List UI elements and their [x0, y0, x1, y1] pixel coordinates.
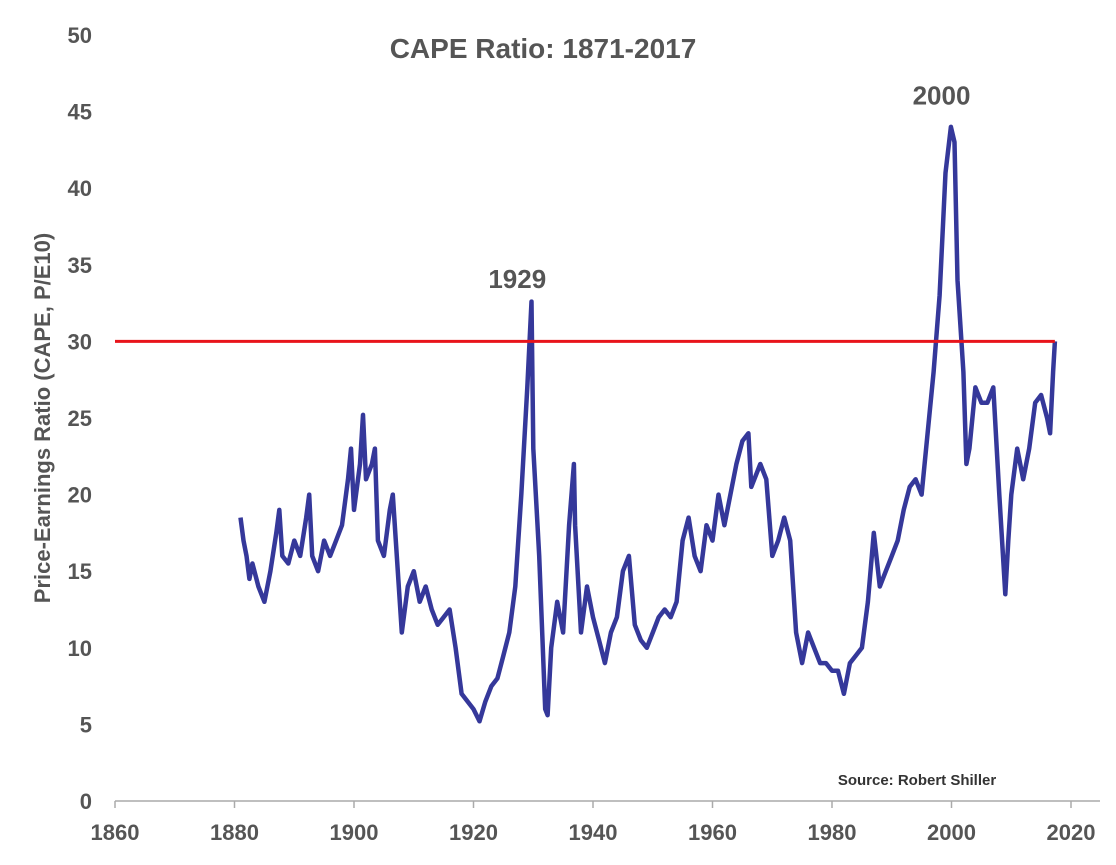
y-tick-label: 45 [68, 100, 92, 125]
annotation-label: 1929 [488, 264, 546, 294]
x-tick-label: 2020 [1047, 820, 1096, 845]
y-axis-label: Price-Earnings Ratio (CAPE, P/E10) [30, 233, 55, 603]
cape-series-line [238, 124, 1058, 724]
y-tick-label: 0 [80, 789, 92, 814]
y-tick-label: 50 [68, 23, 92, 48]
annotation-label: 2000 [913, 80, 971, 110]
y-tick-label: 40 [68, 176, 92, 201]
x-tick-label: 1980 [808, 820, 857, 845]
y-tick-label: 15 [68, 559, 92, 584]
x-tick-label: 1940 [569, 820, 618, 845]
chart-title: CAPE Ratio: 1871-2017 [390, 33, 697, 64]
x-tick-label: 1880 [210, 820, 259, 845]
x-tick-label: 1960 [688, 820, 737, 845]
y-tick-label: 35 [68, 253, 92, 278]
x-tick-label: 1900 [330, 820, 379, 845]
x-tick-label: 1860 [91, 820, 140, 845]
y-tick-label: 5 [80, 712, 92, 737]
x-tick-label: 1920 [449, 820, 498, 845]
y-tick-label: 25 [68, 406, 92, 431]
x-tick-label: 2000 [927, 820, 976, 845]
y-tick-label: 30 [68, 329, 92, 354]
y-tick-label: 10 [68, 636, 92, 661]
source-note: Source: Robert Shiller [838, 772, 997, 789]
y-tick-label: 20 [68, 483, 92, 508]
